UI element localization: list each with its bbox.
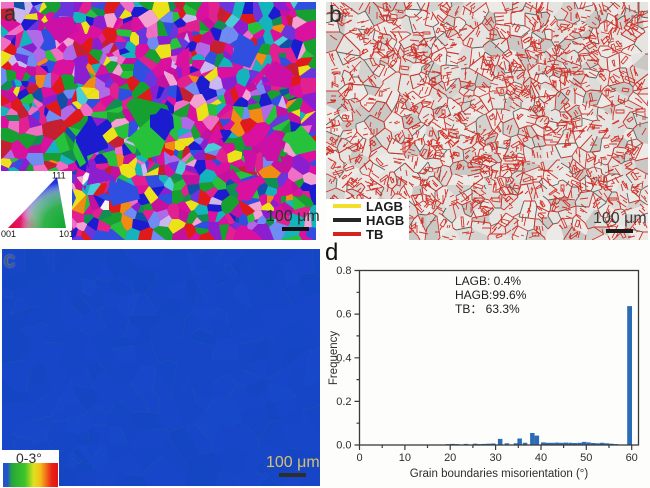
- svg-text:001: 001: [1, 229, 16, 239]
- svg-text:0.2: 0.2: [336, 396, 351, 408]
- svg-text:40: 40: [535, 452, 547, 464]
- svg-text:20: 20: [444, 452, 456, 464]
- svg-text:30: 30: [489, 452, 501, 464]
- svg-text:0.4: 0.4: [336, 352, 351, 364]
- svg-text:50: 50: [580, 452, 592, 464]
- svg-text:0.0: 0.0: [336, 440, 351, 452]
- svg-text:0.6: 0.6: [336, 309, 351, 321]
- svg-text:LAGB: 0.4%: LAGB: 0.4%: [455, 274, 521, 288]
- svg-text:101: 101: [59, 229, 72, 239]
- svg-text:HAGB:99.6%: HAGB:99.6%: [455, 288, 527, 302]
- svg-text:10: 10: [399, 452, 411, 464]
- svg-text:Frequency: Frequency: [328, 331, 340, 386]
- svg-text:TB： 63.3%: TB： 63.3%: [455, 302, 520, 316]
- svg-text:0.8: 0.8: [336, 265, 351, 277]
- svg-text:0: 0: [356, 452, 362, 464]
- svg-text:111: 111: [52, 171, 66, 181]
- svg-text:60: 60: [626, 452, 638, 464]
- svg-text:Grain boundaries misorientatio: Grain boundaries misorientation (°): [410, 468, 589, 480]
